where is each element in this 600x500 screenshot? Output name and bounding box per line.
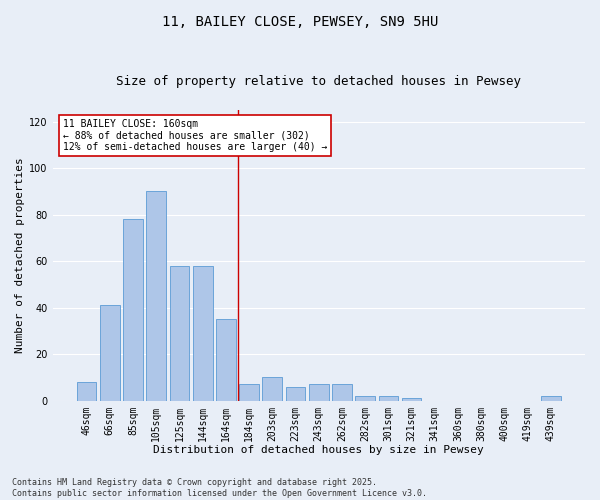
Bar xyxy=(332,384,352,400)
Text: 11, BAILEY CLOSE, PEWSEY, SN9 5HU: 11, BAILEY CLOSE, PEWSEY, SN9 5HU xyxy=(162,15,438,29)
Text: Contains HM Land Registry data © Crown copyright and database right 2025.
Contai: Contains HM Land Registry data © Crown c… xyxy=(12,478,427,498)
Bar xyxy=(286,387,305,400)
Text: 11 BAILEY CLOSE: 160sqm
← 88% of detached houses are smaller (302)
12% of semi-d: 11 BAILEY CLOSE: 160sqm ← 88% of detache… xyxy=(63,118,328,152)
Bar xyxy=(170,266,190,400)
Bar xyxy=(77,382,97,400)
Bar xyxy=(146,192,166,400)
Bar xyxy=(541,396,561,400)
Y-axis label: Number of detached properties: Number of detached properties xyxy=(15,158,25,353)
X-axis label: Distribution of detached houses by size in Pewsey: Distribution of detached houses by size … xyxy=(154,445,484,455)
Bar xyxy=(355,396,375,400)
Bar xyxy=(193,266,212,400)
Bar xyxy=(239,384,259,400)
Bar xyxy=(216,320,236,400)
Bar xyxy=(123,220,143,400)
Title: Size of property relative to detached houses in Pewsey: Size of property relative to detached ho… xyxy=(116,75,521,88)
Bar xyxy=(100,306,119,400)
Bar xyxy=(402,398,421,400)
Bar xyxy=(309,384,329,400)
Bar xyxy=(262,378,282,400)
Bar xyxy=(379,396,398,400)
